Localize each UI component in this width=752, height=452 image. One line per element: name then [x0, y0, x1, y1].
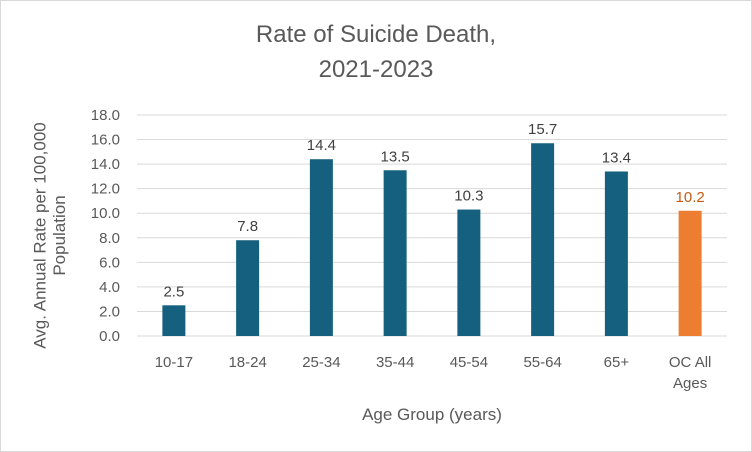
y-tick-label: 0.0 [99, 328, 120, 345]
y-tick-label: 12.0 [91, 181, 120, 198]
chart-title: Rate of Suicide Death, 2021-2023 [1, 17, 751, 87]
data-label: 15.7 [528, 121, 557, 138]
bar [162, 305, 186, 336]
x-tick-label: 18-24 [228, 354, 266, 371]
y-tick-label: 14.0 [91, 156, 120, 173]
x-tick-label: Ages [673, 375, 707, 392]
y-tick-label: 8.0 [99, 230, 120, 247]
x-tick-label: 55-64 [523, 354, 561, 371]
bar [678, 210, 702, 336]
y-tick-label: 2.0 [99, 303, 120, 320]
y-tick-label: 10.0 [91, 205, 120, 222]
y-axis-title-line: Population [50, 195, 69, 275]
bar [236, 240, 260, 336]
data-label: 2.5 [163, 283, 184, 300]
x-tick-label: 65+ [604, 354, 630, 371]
data-label: 13.5 [381, 148, 410, 165]
data-label: 10.3 [454, 188, 483, 205]
data-label: 13.4 [602, 149, 631, 166]
x-tick-label: 35-44 [376, 354, 414, 371]
bar [309, 159, 333, 336]
y-axis-title-line: Avg. Annual Rate per 100,000 [30, 122, 49, 349]
chart-title-line-1: Rate of Suicide Death, [255, 21, 497, 48]
y-tick-label: 18.0 [91, 107, 120, 124]
y-tick-label: 16.0 [91, 132, 120, 149]
bar [457, 209, 481, 336]
data-label: 10.2 [676, 189, 705, 206]
y-tick-label: 4.0 [99, 279, 120, 296]
y-tick-label: 6.0 [99, 254, 120, 271]
x-axis-title: Age Group (years) [362, 405, 502, 424]
bar [383, 170, 407, 336]
x-tick-label: 25-34 [302, 354, 340, 371]
x-tick-label: OC All [669, 354, 712, 371]
x-tick-label: 45-54 [450, 354, 488, 371]
bar [531, 143, 555, 336]
data-label: 14.4 [307, 137, 336, 154]
chart-title-line-2: 2021-2023 [318, 56, 434, 83]
y-axis-title: Avg. Annual Rate per 100,000Population [30, 122, 69, 349]
bar [604, 171, 628, 336]
data-label: 7.8 [237, 218, 258, 235]
x-tick-label: 10-17 [155, 354, 193, 371]
